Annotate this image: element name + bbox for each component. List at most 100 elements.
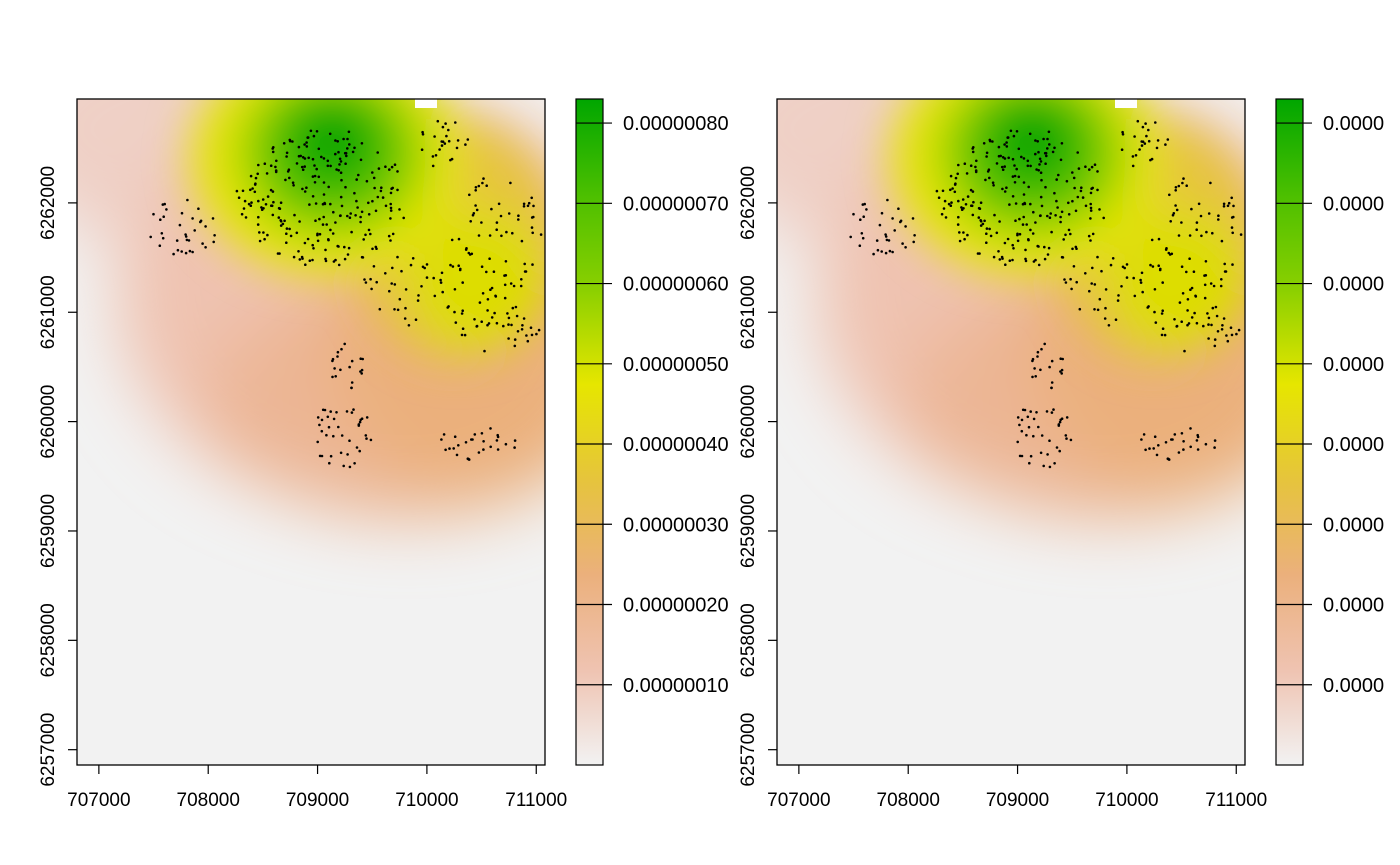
white-marker	[415, 99, 437, 108]
event-point	[1091, 266, 1094, 270]
event-point	[311, 243, 315, 247]
event-point	[1084, 272, 1087, 275]
event-point	[953, 190, 957, 194]
event-point	[512, 284, 516, 288]
event-point	[372, 265, 376, 268]
event-point	[511, 231, 514, 235]
event-point	[433, 135, 436, 138]
event-point	[360, 372, 364, 375]
event-point	[1147, 305, 1150, 308]
event-point	[1033, 367, 1036, 370]
event-point	[440, 144, 444, 147]
event-point	[287, 168, 291, 171]
event-point	[317, 147, 321, 151]
event-point	[315, 167, 319, 171]
event-point	[161, 203, 165, 206]
event-point	[1048, 439, 1051, 443]
event-point	[316, 416, 320, 419]
event-point	[313, 164, 316, 167]
event-point	[1059, 215, 1062, 219]
event-point	[172, 252, 175, 256]
event-point	[1029, 410, 1032, 413]
event-point	[1133, 135, 1136, 138]
event-point	[436, 119, 440, 123]
event-point	[343, 245, 346, 249]
event-point	[450, 238, 454, 242]
event-point	[859, 218, 862, 221]
event-point	[482, 440, 485, 443]
event-point	[1032, 210, 1035, 214]
event-point	[1190, 207, 1193, 211]
event-point	[372, 176, 376, 180]
event-point	[303, 143, 306, 146]
x-tick-label: 711000	[1205, 790, 1267, 811]
event-point	[432, 276, 436, 280]
event-point	[1036, 350, 1040, 354]
event-point	[254, 182, 257, 185]
event-point	[350, 386, 353, 390]
event-point	[535, 332, 538, 336]
event-point	[237, 196, 241, 199]
event-point	[265, 172, 269, 175]
event-point	[420, 285, 423, 288]
density-surface	[77, 99, 545, 765]
event-point	[1226, 339, 1230, 343]
event-point	[966, 233, 969, 237]
event-point	[204, 225, 207, 228]
event-point	[998, 258, 1002, 261]
event-point	[1005, 141, 1008, 144]
event-point	[1003, 157, 1007, 160]
event-point	[355, 199, 358, 203]
event-point	[502, 324, 505, 328]
event-point	[496, 448, 500, 451]
event-point	[247, 202, 251, 206]
event-point	[485, 184, 489, 187]
event-point	[493, 311, 496, 315]
colorbar-tick-label: 0.0000	[1323, 193, 1384, 215]
event-point	[530, 333, 534, 337]
event-point	[1157, 264, 1160, 268]
event-point	[860, 232, 864, 235]
event-point	[473, 318, 476, 321]
event-point	[1207, 212, 1211, 215]
event-point	[880, 211, 884, 215]
event-point	[193, 229, 196, 232]
colorbar-tick-label: 0.00000030	[623, 514, 729, 536]
event-point	[979, 201, 983, 204]
event-point	[351, 150, 355, 154]
event-point	[308, 203, 311, 206]
event-point	[469, 220, 473, 223]
event-point	[1093, 308, 1096, 311]
event-point	[488, 234, 492, 237]
event-point	[1022, 215, 1025, 219]
event-point	[1096, 308, 1100, 312]
event-point	[295, 162, 299, 165]
event-point	[337, 150, 340, 154]
event-point	[407, 324, 411, 327]
event-point	[1203, 283, 1207, 287]
event-point	[1155, 146, 1159, 150]
event-point	[348, 365, 351, 369]
event-point	[431, 155, 435, 158]
event-point	[1161, 281, 1164, 284]
event-point	[1022, 157, 1026, 160]
event-point	[1013, 181, 1017, 184]
event-point	[1178, 301, 1182, 304]
event-point	[944, 216, 948, 219]
event-point	[361, 256, 365, 259]
event-point	[1089, 239, 1092, 242]
event-point	[1071, 171, 1074, 174]
event-point	[1142, 433, 1146, 436]
event-point	[278, 252, 281, 255]
event-point	[329, 410, 333, 413]
colorbar-tick-label: 0.0000	[1323, 354, 1384, 376]
event-point	[240, 212, 244, 216]
colorbar-tick-label: 0.00000070	[623, 193, 729, 215]
event-point	[1016, 232, 1019, 236]
event-point	[1181, 181, 1184, 185]
event-point	[391, 266, 394, 270]
event-point	[339, 451, 343, 455]
event-point	[982, 142, 986, 145]
event-point	[434, 154, 438, 157]
event-point	[324, 257, 327, 261]
